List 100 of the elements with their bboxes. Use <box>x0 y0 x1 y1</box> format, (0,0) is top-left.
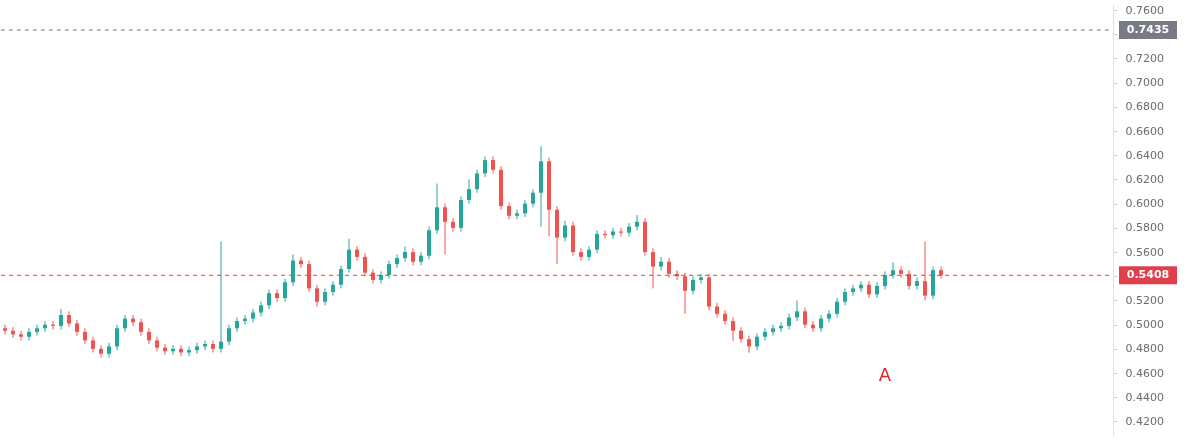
candlestick <box>443 203 447 255</box>
candlestick <box>483 155 487 178</box>
candlestick <box>763 327 767 341</box>
candlestick <box>939 266 943 280</box>
candlestick <box>363 252 367 277</box>
candlestick <box>123 314 127 333</box>
y-tick-label: 0.6400 <box>1125 148 1164 162</box>
y-tick-label: 0.4200 <box>1125 414 1164 428</box>
ref-line-label: 0.7435 <box>1126 23 1170 37</box>
y-tick-label: 0.5200 <box>1125 293 1164 307</box>
y-tick-label: 0.5000 <box>1125 318 1164 332</box>
candlestick <box>35 324 39 337</box>
y-tick-label: 0.6200 <box>1125 172 1164 186</box>
candlestick <box>195 342 199 355</box>
candlestick <box>467 178 471 205</box>
candlestick <box>899 266 903 278</box>
candlestick <box>275 289 279 303</box>
candlestick <box>683 272 687 315</box>
candlestick <box>27 327 31 341</box>
candlestick <box>475 169 479 194</box>
candlestick <box>251 308 255 323</box>
candlestick <box>179 344 183 357</box>
candlestick <box>187 345 191 357</box>
candlestick <box>771 324 775 337</box>
candlestick <box>379 270 383 285</box>
candlestick <box>531 188 535 208</box>
candlestick <box>331 280 335 297</box>
candlestick <box>315 284 319 308</box>
candlestick <box>83 327 87 345</box>
candlestick <box>875 281 879 299</box>
candlestick <box>579 247 583 262</box>
candlestick <box>99 344 103 358</box>
candlestick <box>515 209 519 220</box>
candlestick <box>387 260 391 280</box>
candlestick <box>595 229 599 254</box>
candlestick <box>3 324 7 335</box>
candlestick <box>419 251 423 266</box>
y-tick-label: 0.5600 <box>1125 245 1164 259</box>
y-tick-label: 0.6000 <box>1125 197 1164 211</box>
candlestick <box>611 227 615 240</box>
candlestick <box>651 247 655 289</box>
candlestick <box>523 199 527 218</box>
candlestick <box>563 220 567 242</box>
ref-line-label: 0.5408 <box>1126 268 1170 282</box>
candlestick <box>883 270 887 291</box>
candlestick <box>699 273 703 285</box>
candlestick <box>803 307 807 329</box>
candlestick <box>627 222 631 237</box>
candlestick <box>891 261 895 280</box>
candlestick <box>291 253 295 287</box>
candlestick <box>219 241 223 353</box>
candlestick <box>819 314 823 333</box>
y-tick-label: 0.7200 <box>1125 51 1164 65</box>
candlestick <box>635 214 639 231</box>
candlestick <box>283 278 287 303</box>
candlestick <box>723 309 727 326</box>
candlestick <box>19 330 23 341</box>
y-tick-label: 0.4600 <box>1125 366 1164 380</box>
candlestick <box>403 246 407 263</box>
y-tick-label: 0.5800 <box>1125 221 1164 235</box>
candlestick <box>923 241 927 301</box>
candlestick <box>59 308 63 331</box>
candlestick <box>267 289 271 310</box>
candlestick <box>347 238 351 274</box>
candlestick <box>395 253 399 269</box>
candlestick <box>827 309 831 323</box>
candlestick <box>371 268 375 285</box>
candlestick <box>691 275 695 295</box>
candlestick <box>587 245 591 262</box>
candlestick <box>211 339 215 353</box>
candlestick <box>667 257 671 278</box>
candlestick <box>835 297 839 318</box>
candlestick <box>147 327 151 345</box>
candlestick <box>747 335 751 354</box>
y-tick-label: 0.6600 <box>1125 124 1164 138</box>
y-tick-label: 0.7000 <box>1125 76 1164 90</box>
candlestick <box>227 324 231 346</box>
candlestick <box>739 326 743 344</box>
candlestick <box>67 310 71 328</box>
candlestick <box>451 217 455 232</box>
y-tick-label: 0.6800 <box>1125 100 1164 114</box>
candlestick <box>851 284 855 297</box>
candlestick <box>915 276 919 291</box>
candlestick <box>339 264 343 289</box>
candlestick <box>355 245 359 262</box>
candlestick <box>715 302 719 318</box>
y-tick-label: 0.4400 <box>1125 390 1164 404</box>
candlestick <box>795 299 799 322</box>
candlestick <box>659 256 663 271</box>
candlestick <box>235 316 239 333</box>
candlestick <box>867 280 871 299</box>
y-tick-label: 0.4800 <box>1125 342 1164 356</box>
candlestick <box>115 324 119 351</box>
candlestick <box>619 227 623 237</box>
annotation: A <box>878 364 892 385</box>
candlestick <box>731 316 735 342</box>
y-tick-label: 0.7600 <box>1125 3 1164 17</box>
candlestick <box>907 269 911 291</box>
candlestick <box>435 183 439 235</box>
candlestick <box>755 332 759 351</box>
